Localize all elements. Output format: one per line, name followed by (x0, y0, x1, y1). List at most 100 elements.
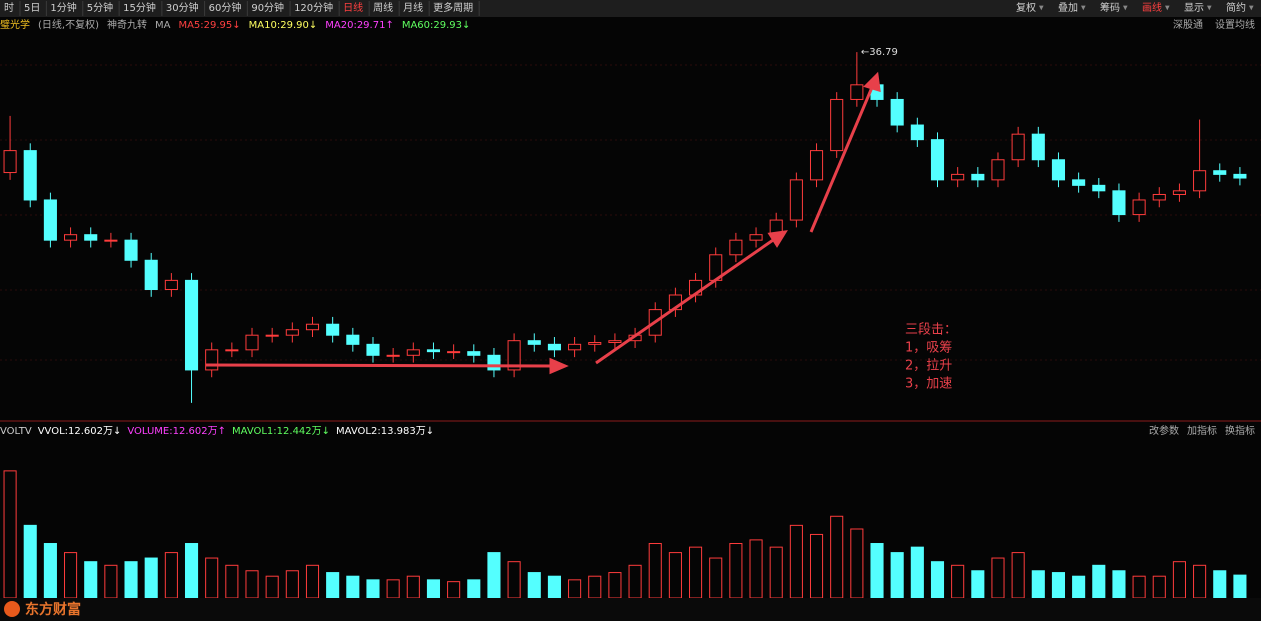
volume-bar (64, 552, 78, 599)
candle-body (850, 84, 864, 100)
candle-body (930, 139, 945, 181)
candle-body (104, 239, 118, 242)
volume-bar (850, 528, 864, 599)
volume-bar (547, 575, 561, 599)
arrow-head (767, 230, 788, 248)
info-bar: 璧光学 (日线,不复权) 神奇九转 MA MA5:29.95↓ MA10:29.90↓ MA… (0, 18, 1255, 31)
period-tab[interactable]: 15分钟 (123, 1, 156, 14)
volume-bar (104, 564, 118, 599)
candle-body (749, 234, 763, 241)
volume-bar (1051, 572, 1066, 599)
candle-body (43, 199, 57, 241)
candle-body (1031, 133, 1045, 161)
volume-bar (1233, 574, 1247, 599)
volume-bar (84, 561, 98, 599)
period-tab[interactable]: 30分钟 (166, 1, 199, 14)
candle-body (225, 349, 239, 352)
volume-bar (830, 515, 844, 599)
info-label: MA10:29.90↓ (249, 20, 318, 31)
period-tab[interactable]: 时 (4, 2, 14, 14)
volume-bar (426, 579, 441, 599)
period-tab[interactable]: 月线 (403, 1, 423, 14)
tool-button[interactable]: 显示 (1184, 2, 1204, 14)
volume-bar (951, 564, 965, 599)
candle-body (1011, 133, 1025, 161)
candle-body (467, 351, 481, 356)
candle-body (285, 329, 299, 336)
dropdown-caret: ▼ (1249, 5, 1254, 12)
volume-bar (265, 575, 279, 599)
volume-button[interactable]: 改参数 (1149, 424, 1179, 437)
candle-body (386, 354, 400, 357)
info-label: MA5:29.95↓ (178, 20, 240, 31)
volume-bar (588, 575, 602, 599)
candle-body (971, 173, 985, 181)
grid (0, 64, 1261, 361)
candle-body (245, 334, 259, 351)
period-tab[interactable]: 120分钟 (294, 1, 333, 14)
candle-body (1132, 199, 1146, 216)
volume-bar (245, 570, 259, 599)
volume-bar (1072, 575, 1086, 599)
dropdown-caret: ▼ (1165, 5, 1170, 12)
candle-body (184, 279, 199, 371)
volume-bar (568, 579, 582, 599)
volume-bar (144, 557, 158, 599)
candle-body (568, 343, 582, 351)
arrow (809, 84, 875, 233)
volume-bar (386, 579, 400, 599)
period-tab[interactable]: 更多周期 (433, 1, 473, 14)
volume-bar (1092, 564, 1106, 599)
period-tab[interactable]: 5分钟 (87, 1, 113, 14)
volume-bar (285, 570, 299, 599)
annotation-line: 三段击： (905, 323, 957, 338)
candle-body (1092, 184, 1106, 192)
volume-label: MAVOL2:13.983万↓ (336, 426, 434, 437)
volume-bar (1112, 570, 1126, 599)
volume-bar (366, 579, 380, 599)
arrow (595, 236, 777, 365)
info-label: MA60:29.93↓ (402, 20, 471, 31)
period-tab[interactable]: 5日 (24, 3, 40, 14)
tool-button[interactable]: 画线 (1142, 1, 1162, 14)
period-tab[interactable]: 1分钟 (50, 1, 76, 14)
volume-bar (971, 570, 985, 599)
arrow (205, 363, 556, 368)
candle-body (144, 259, 158, 291)
volume-bar (870, 543, 884, 599)
volume-bar (729, 543, 743, 599)
tool-button[interactable]: 筹码 (1100, 1, 1120, 14)
volume-button[interactable]: 换指标 (1225, 424, 1255, 437)
volume-bar (3, 470, 17, 599)
volume-bar (1213, 570, 1227, 599)
tool-button[interactable]: 叠加 (1058, 2, 1078, 14)
period-tab[interactable]: 90分钟 (251, 1, 284, 14)
info-right[interactable]: 深股通 (1173, 19, 1203, 31)
dropdown-caret: ▼ (1207, 5, 1212, 12)
toolbar (0, 0, 1261, 17)
annotation-line: 1，吸筹 (905, 340, 952, 356)
candle-body (588, 342, 602, 345)
volume-bar (769, 546, 783, 599)
period-tab[interactable]: 日线 (343, 1, 363, 14)
info-right[interactable]: 设置均线 (1215, 18, 1255, 31)
tool-button[interactable]: 复权 (1016, 1, 1036, 14)
candle-body (84, 234, 98, 241)
volume-label: VVOL:12.602万↓ (38, 426, 122, 437)
period-tabs: 时 5日 1分钟 5分钟 15分钟 30分钟 60分钟 90分钟 120分钟 日线 周线 月线 更多周期 (4, 1, 480, 16)
candle-body (64, 234, 78, 241)
candle-body (890, 98, 904, 126)
volume-bar (346, 575, 360, 599)
candle-body (406, 349, 420, 356)
volume-button[interactable]: 加指标 (1187, 424, 1217, 437)
tool-button[interactable]: 简约 (1226, 1, 1246, 14)
period-tab[interactable]: 周线 (373, 1, 393, 14)
volume-bar (507, 561, 521, 599)
period-tab[interactable]: 60分钟 (209, 1, 242, 14)
volume-bar (789, 524, 803, 599)
max-label: ←36.79 (861, 47, 898, 58)
volume-bar (749, 539, 763, 599)
